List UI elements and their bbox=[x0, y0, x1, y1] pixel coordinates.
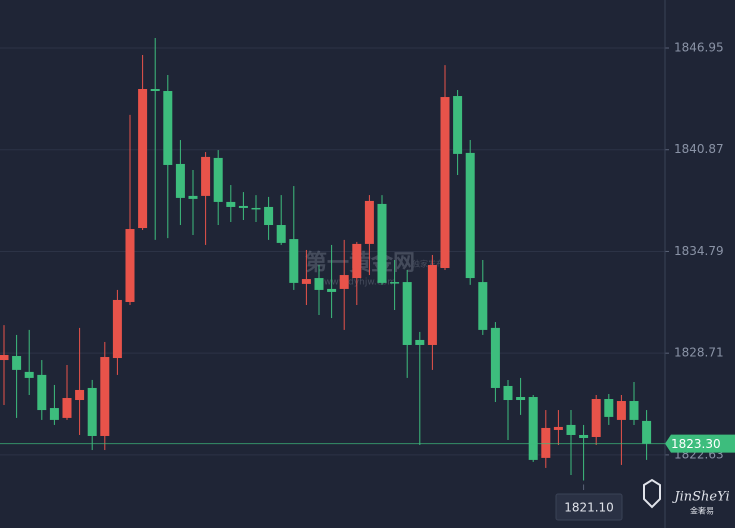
last-price-label: 1823.30 bbox=[671, 437, 721, 451]
candle-body bbox=[226, 201, 236, 207]
candle-body bbox=[163, 91, 173, 165]
candle-body bbox=[301, 279, 311, 284]
candle-body bbox=[453, 96, 463, 154]
candle-body bbox=[604, 399, 614, 417]
candle-body bbox=[138, 89, 148, 229]
candle-body bbox=[276, 225, 286, 243]
candle-body bbox=[490, 327, 500, 388]
candle-body bbox=[616, 401, 626, 420]
candle-body bbox=[213, 157, 223, 202]
candle-body bbox=[440, 97, 450, 269]
candle-body bbox=[49, 408, 59, 420]
candle-body bbox=[579, 434, 589, 438]
candle-body bbox=[364, 200, 374, 244]
last-price-tag bbox=[665, 434, 735, 453]
candle-body bbox=[478, 282, 488, 330]
candle-body bbox=[150, 89, 160, 92]
candle-body bbox=[188, 195, 198, 199]
candle-body bbox=[238, 205, 248, 208]
candle-body bbox=[465, 152, 475, 279]
candle-body bbox=[12, 356, 22, 370]
candle-body bbox=[289, 239, 299, 283]
candle-body bbox=[516, 397, 526, 401]
candle-body bbox=[528, 397, 538, 460]
y-tick-label: 1834.79 bbox=[674, 244, 724, 258]
candle-body bbox=[125, 229, 135, 302]
candle-body bbox=[629, 401, 639, 420]
candle-body bbox=[37, 374, 47, 411]
watermark-tag: 独家发布 bbox=[412, 259, 444, 269]
candle-body bbox=[327, 288, 337, 292]
candle-body bbox=[100, 357, 110, 436]
low-marker-box bbox=[555, 493, 623, 521]
low-marker-label: 1821.10 bbox=[564, 501, 614, 515]
candle-body bbox=[314, 278, 324, 290]
candle-body bbox=[541, 427, 551, 458]
candle-body bbox=[566, 424, 576, 435]
y-tick-label: 1846.95 bbox=[674, 41, 724, 55]
candle-body bbox=[24, 371, 34, 378]
y-tick-label: 1840.87 bbox=[674, 142, 724, 156]
candle-body bbox=[503, 385, 513, 401]
candle-body bbox=[251, 207, 261, 210]
candle-body bbox=[201, 156, 211, 196]
candle-body bbox=[352, 243, 362, 279]
logo-icon bbox=[643, 478, 661, 509]
logo: JinSheYi 金奢易 bbox=[643, 478, 730, 516]
candle-body bbox=[62, 398, 72, 418]
candle-body bbox=[377, 203, 387, 283]
logo-name: JinSheYi bbox=[671, 490, 729, 505]
y-tick-label: 1828.71 bbox=[674, 346, 724, 360]
candle-body bbox=[642, 420, 652, 444]
watermark-url: www.dyhjw.com bbox=[324, 278, 396, 288]
candle-body bbox=[264, 206, 274, 226]
candle-body bbox=[75, 389, 85, 401]
candle-body bbox=[591, 399, 601, 437]
candle-body bbox=[402, 282, 412, 345]
candle-body bbox=[339, 275, 349, 289]
logo-sub: 金奢易 bbox=[690, 506, 714, 516]
candle-body bbox=[175, 163, 185, 198]
candle-body bbox=[0, 355, 9, 361]
candle-body bbox=[87, 387, 97, 436]
candle-body bbox=[415, 339, 425, 345]
candle-body bbox=[427, 265, 437, 345]
candle-body bbox=[112, 299, 122, 359]
candle-body bbox=[553, 426, 563, 430]
candle-body bbox=[390, 282, 400, 284]
